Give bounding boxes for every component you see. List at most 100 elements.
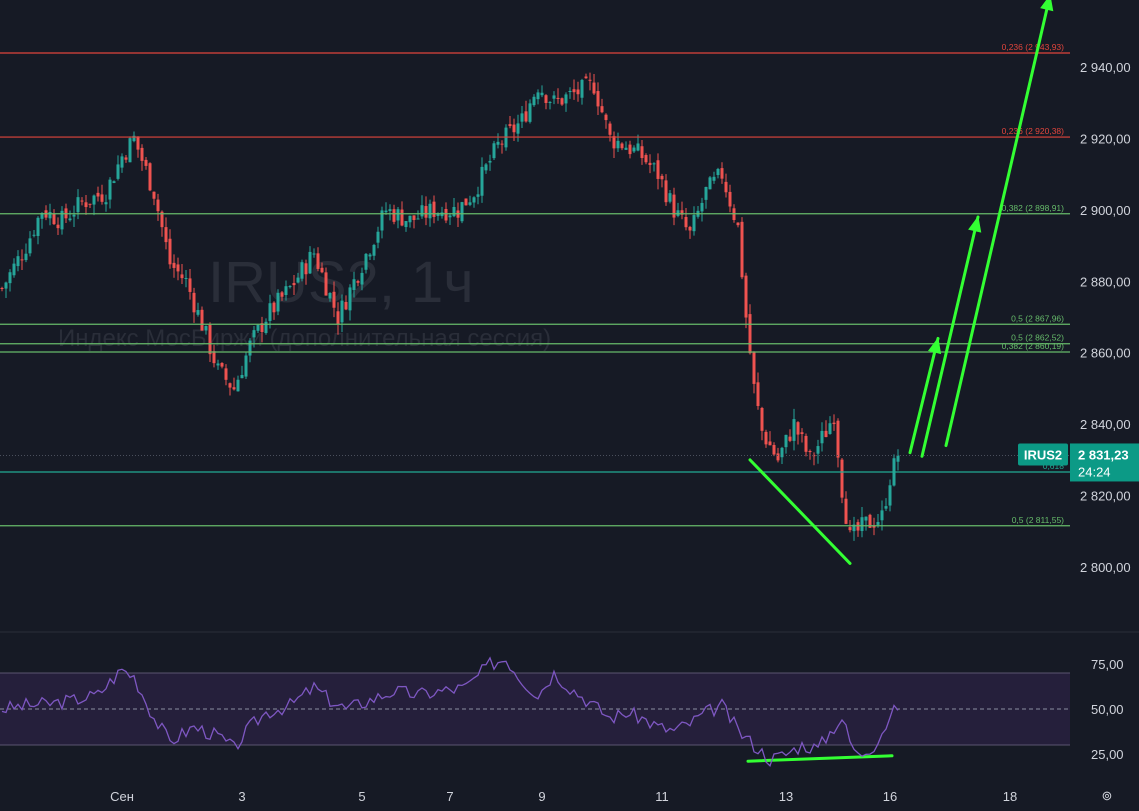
- candle: [868, 514, 872, 528]
- arrow-up-long[interactable]: [944, 0, 1051, 448]
- fib-level-label: 0,236 (2 943,93): [1002, 42, 1065, 52]
- candle: [648, 162, 652, 166]
- fib-level-label: 0,382 (2 860,19): [1002, 341, 1065, 351]
- candle: [256, 324, 260, 331]
- candle: [60, 210, 64, 230]
- candle: [792, 419, 796, 441]
- candle: [816, 446, 820, 454]
- candle: [764, 431, 768, 445]
- candle: [284, 286, 288, 296]
- candle: [520, 113, 524, 122]
- candle: [508, 124, 512, 127]
- candle: [752, 351, 756, 384]
- candle: [196, 310, 200, 315]
- candle: [252, 330, 256, 338]
- candle: [460, 202, 464, 222]
- candle: [608, 123, 612, 135]
- candle: [864, 516, 868, 521]
- candle: [664, 180, 668, 203]
- candle: [224, 368, 228, 380]
- candle: [304, 263, 308, 275]
- candle: [760, 407, 764, 431]
- candle: [368, 254, 372, 257]
- candle: [68, 218, 72, 221]
- candle: [96, 192, 100, 197]
- time-axis-tick: Сен: [110, 789, 134, 804]
- candle: [736, 222, 740, 226]
- candle: [400, 209, 404, 226]
- drawn-trendline[interactable]: [748, 458, 852, 565]
- candle: [692, 215, 696, 232]
- candle: [36, 217, 40, 236]
- candle: [244, 355, 248, 377]
- candle: [576, 89, 580, 95]
- candle: [188, 278, 192, 292]
- time-axis-tick: 7: [446, 789, 453, 804]
- candle: [12, 263, 16, 276]
- candle: [288, 286, 292, 288]
- price-axis-tick: 2 840,00: [1080, 417, 1131, 432]
- arrow-up-short[interactable]: [908, 336, 940, 455]
- candle: [612, 136, 616, 149]
- price-axis-tick: 2 860,00: [1080, 346, 1131, 361]
- candle: [0, 287, 4, 289]
- candle: [476, 194, 480, 197]
- candle-timer: 24:24: [1078, 464, 1111, 479]
- price-axis-tick: 2 820,00: [1080, 489, 1131, 504]
- settings-icon[interactable]: ⊚: [1102, 788, 1113, 803]
- candle: [328, 293, 332, 299]
- candle: [532, 96, 536, 106]
- candle: [744, 275, 748, 318]
- candle: [240, 374, 244, 379]
- candle: [888, 485, 892, 506]
- candle: [264, 321, 268, 334]
- candle: [756, 382, 760, 407]
- candle: [384, 210, 388, 213]
- candle: [308, 251, 312, 274]
- candle: [652, 163, 656, 165]
- candle: [676, 210, 680, 216]
- candle: [92, 195, 96, 205]
- candle: [112, 181, 116, 183]
- candle: [436, 213, 440, 216]
- candle: [880, 510, 884, 521]
- arrow-up-medium-head: [968, 215, 982, 233]
- candle: [216, 363, 220, 366]
- candle: [416, 218, 420, 220]
- candle: [672, 194, 676, 218]
- candle: [28, 238, 32, 254]
- price-axis-tick: 2 800,00: [1080, 560, 1131, 575]
- candle: [636, 143, 640, 151]
- candle: [104, 202, 108, 205]
- candle: [408, 215, 412, 223]
- candle: [544, 95, 548, 103]
- candle: [568, 91, 572, 93]
- annotations-group: [746, 0, 1054, 763]
- candle: [88, 203, 92, 205]
- candle: [340, 300, 344, 323]
- candle: [364, 253, 368, 270]
- candle: [808, 451, 812, 453]
- candle: [800, 432, 804, 435]
- candle: [620, 143, 624, 149]
- candle: [700, 202, 704, 212]
- candle: [208, 324, 212, 355]
- candle: [704, 186, 708, 200]
- candle: [176, 264, 180, 272]
- candle: [644, 155, 648, 163]
- price-axis-tick: 2 920,00: [1080, 131, 1131, 146]
- candle: [132, 135, 136, 142]
- candle: [172, 262, 176, 268]
- arrow-up-medium[interactable]: [920, 215, 980, 458]
- candle: [16, 256, 20, 267]
- candle: [524, 111, 528, 122]
- candle: [48, 211, 52, 219]
- candle: [660, 175, 664, 180]
- candle: [84, 202, 88, 208]
- candle: [604, 114, 608, 121]
- candle: [492, 143, 496, 159]
- candle: [260, 323, 264, 332]
- candle: [768, 441, 772, 446]
